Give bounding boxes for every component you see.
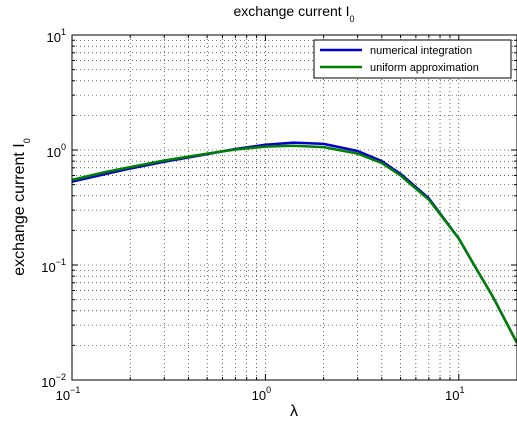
- x-tick-label: 101: [445, 385, 464, 403]
- y-tick-label: 101: [47, 27, 66, 45]
- series-layer: [71, 141, 517, 344]
- x-tick-label: 10−1: [56, 385, 81, 403]
- x-axis-label: λ: [290, 403, 298, 420]
- legend-label-numerical-integration: numerical integration: [370, 45, 472, 57]
- x-tick-label: 100: [252, 385, 271, 403]
- y-tick-label: 10−2: [41, 372, 66, 390]
- y-tick-label: 10−1: [41, 257, 66, 275]
- legend-box: [313, 39, 512, 79]
- y-tick-label: 100: [47, 142, 66, 160]
- legend-label-uniform-approximation: uniform approximation: [370, 62, 479, 74]
- plot-area: [72, 35, 517, 380]
- y-axis-label: exchange current I0: [11, 138, 32, 276]
- series-line-uniform-approximation: [71, 144, 517, 344]
- legend: numerical integration uniform approximat…: [313, 39, 512, 79]
- chart-title: exchange current I0: [234, 3, 355, 24]
- plot-frame: [71, 34, 517, 381]
